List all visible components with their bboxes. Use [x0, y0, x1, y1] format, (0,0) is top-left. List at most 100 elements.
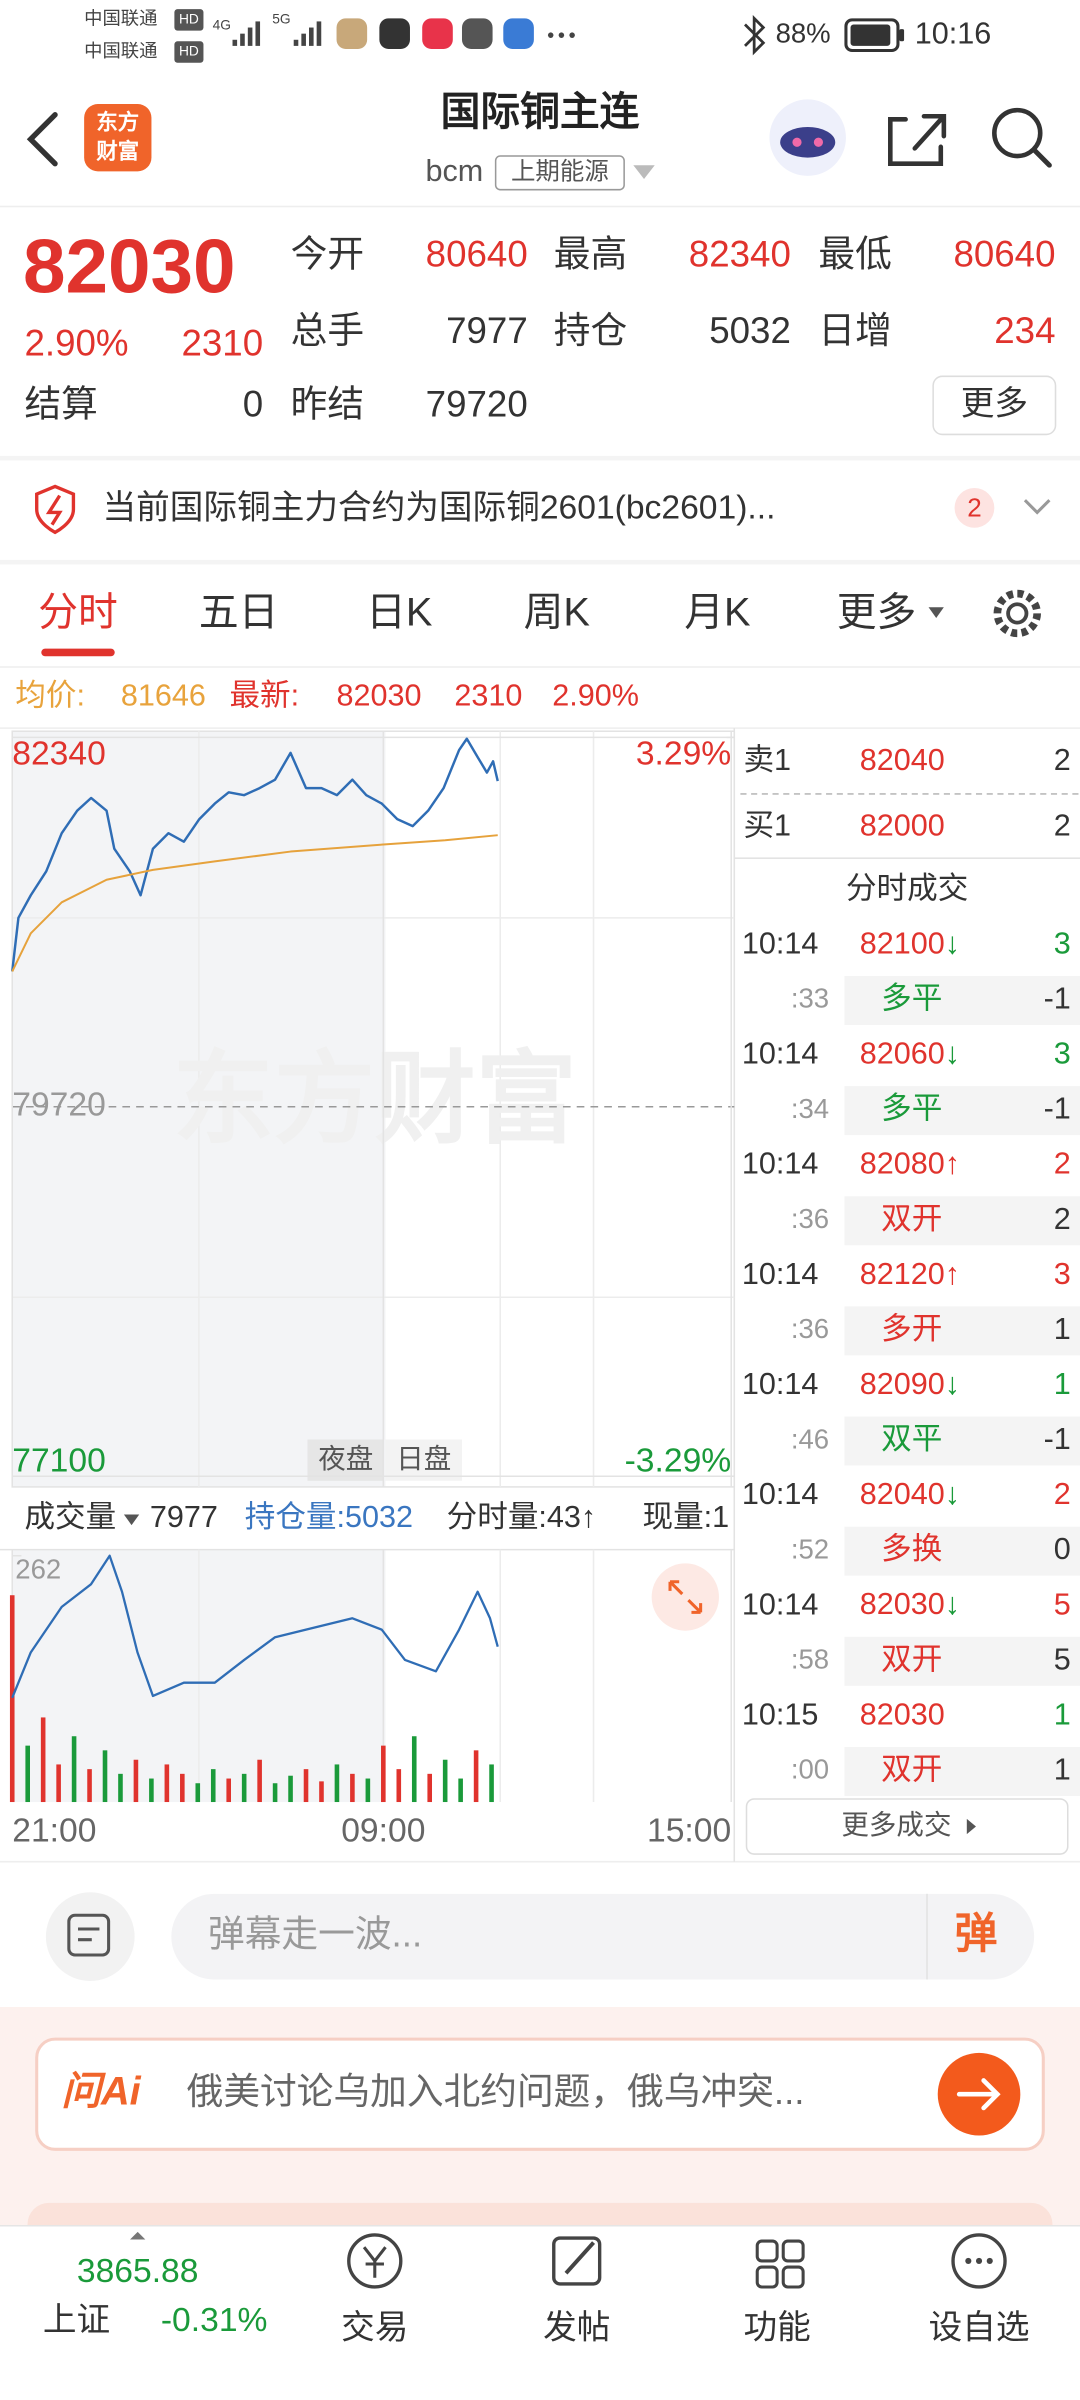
trade-oi-change: 1: [1054, 1753, 1071, 1787]
notice-count: 2: [967, 492, 981, 522]
more-dot: [558, 32, 565, 38]
dropdown-arrow: [928, 607, 944, 619]
trade-direction: ↓: [945, 1477, 960, 1511]
field-label: 最高: [554, 234, 627, 275]
signal-bar: [247, 27, 253, 46]
expand-chevron[interactable]: [1023, 499, 1051, 515]
tab[interactable]: 分时: [38, 590, 118, 634]
avg-price: 81646: [121, 679, 206, 713]
function-icon: [755, 2265, 779, 2289]
tick-volume: 分时量:43↑: [447, 1500, 597, 1534]
volume-value: 7977: [150, 1500, 218, 1534]
tab[interactable]: 更多: [837, 590, 917, 634]
app-icon: [379, 18, 410, 49]
trade-time: 10:14: [742, 1037, 819, 1071]
volume-label[interactable]: 成交量: [24, 1500, 116, 1534]
function-icon: [781, 2265, 805, 2289]
watchlist-dot: [965, 2257, 972, 2265]
field-label: 持仓: [554, 310, 627, 351]
trade-time: 10:14: [742, 1587, 819, 1621]
field-value: 79720: [426, 384, 528, 425]
session-tab: [385, 1439, 462, 1481]
tab[interactable]: 日K: [366, 590, 433, 634]
index-value[interactable]: 3865.88: [77, 2253, 199, 2290]
signal-bar: [255, 21, 261, 46]
tab[interactable]: 周K: [524, 590, 591, 634]
battery-icon: [844, 18, 900, 53]
tab[interactable]: 月K: [684, 590, 751, 634]
index-name[interactable]: 上证: [43, 2302, 110, 2339]
volume-bar: [25, 1745, 30, 1803]
volume-bar: [257, 1759, 262, 1803]
average-line: [11, 834, 498, 972]
volume-bar: [56, 1764, 61, 1803]
session-label[interactable]: 日盘: [396, 1443, 451, 1474]
trade-second: :34: [791, 1093, 829, 1124]
field-label: 结算: [24, 384, 97, 425]
search-button[interactable]: [992, 107, 1043, 159]
trade-oi-change: -1: [1044, 1092, 1071, 1126]
trade-volume: 1: [1054, 1367, 1071, 1401]
trade-oi-change: 1: [1054, 1312, 1071, 1346]
more-button[interactable]: [932, 375, 1057, 436]
post-icon: [552, 2236, 602, 2286]
volume-bar: [458, 1778, 463, 1803]
comment-input[interactable]: [171, 1893, 1035, 1980]
volume-bar: [40, 1717, 46, 1803]
comment-toggle[interactable]: [45, 1892, 135, 1982]
more-trades-text[interactable]: 更多成交: [841, 1809, 951, 1840]
trade-volume: 3: [1054, 1257, 1071, 1291]
settings-gear[interactable]: [993, 589, 1041, 638]
watermark: 东方财富: [173, 1044, 577, 1156]
share-button[interactable]: [888, 113, 947, 166]
tab[interactable]: 五日: [199, 590, 279, 634]
network-type: 4G: [213, 18, 231, 33]
ai-prompt[interactable]: 俄美讨论乌加入北约问题，俄乌冲突...: [187, 2071, 805, 2112]
trade-price-value: 82040: [860, 1477, 945, 1511]
x-tick-label: 21:00: [12, 1813, 96, 1850]
trade-price-value: 82060: [860, 1037, 945, 1071]
session-label[interactable]: 夜盘: [318, 1443, 373, 1474]
more-button-text[interactable]: 更多: [961, 384, 1028, 422]
back-button[interactable]: [26, 112, 58, 167]
trade-price-value: 82030: [860, 1587, 945, 1621]
nav-item[interactable]: 发帖: [543, 2309, 610, 2347]
hd-badge: [174, 41, 204, 63]
contract-code: bcm: [425, 154, 483, 188]
signal-bar: [316, 21, 322, 46]
volume-bar: [180, 1773, 185, 1803]
comment-placeholder[interactable]: 弹幕走一波...: [208, 1913, 422, 1954]
field-label: 日增: [818, 310, 891, 351]
more-trades-arrow: [966, 1818, 976, 1835]
trade-second: :36: [791, 1313, 829, 1344]
volume-bar: [241, 1773, 247, 1803]
trade-oi-change: -1: [1044, 982, 1071, 1016]
expand-button[interactable]: [651, 1563, 719, 1631]
notice-text[interactable]: 当前国际铜主力合约为国际铜2601(bc2601)...: [102, 488, 775, 526]
field-value: 234: [994, 310, 1055, 351]
volume-bar: [71, 1736, 77, 1803]
trade-kind: 多平: [881, 1092, 942, 1126]
dropdown-arrow[interactable]: [633, 165, 655, 179]
trade-row-bg: [844, 1636, 1080, 1686]
danmaku-button[interactable]: 弹: [955, 1910, 998, 1958]
volume-bar: [164, 1764, 170, 1803]
battery-cap: [899, 29, 905, 42]
trade-volume: 1: [1054, 1697, 1071, 1731]
x-tick-label: 15:00: [647, 1813, 731, 1850]
field-value: 7977: [446, 310, 528, 351]
ai-box[interactable]: [35, 2037, 1045, 2151]
clock: 10:16: [915, 16, 992, 50]
nav-item[interactable]: 交易: [341, 2309, 408, 2347]
volume-bar: [319, 1781, 324, 1803]
ai-send-arrow: [956, 2078, 1001, 2111]
assistant-face: [780, 126, 836, 158]
search-handle: [1031, 147, 1052, 168]
more-trades-button[interactable]: [745, 1798, 1069, 1855]
nav-item[interactable]: 功能: [743, 2309, 810, 2347]
signal-bar: [293, 39, 299, 46]
nav-item[interactable]: 设自选: [929, 2309, 1030, 2347]
trade-second: :52: [791, 1533, 829, 1564]
index-change[interactable]: -0.31%: [161, 2302, 268, 2339]
